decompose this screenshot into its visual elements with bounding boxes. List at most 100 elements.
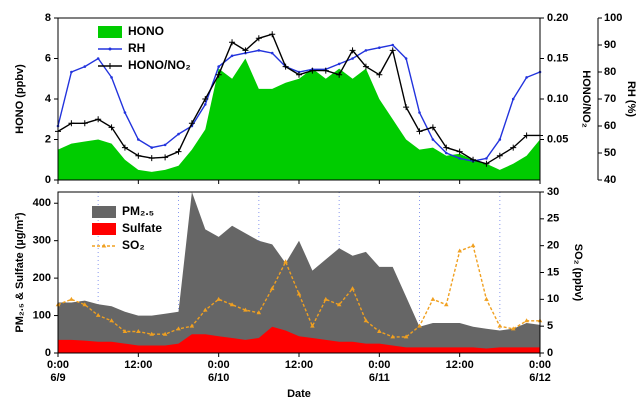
marker bbox=[525, 76, 528, 79]
y-axis-label: PM₂.₅ & Sulfate (µg/m³) bbox=[14, 212, 26, 332]
marker bbox=[163, 143, 167, 147]
legend-marker bbox=[107, 63, 113, 69]
marker bbox=[109, 318, 114, 323]
y2-tick-label: 0.15 bbox=[547, 52, 568, 64]
marker bbox=[242, 47, 249, 54]
marker bbox=[364, 49, 368, 52]
marker bbox=[162, 331, 168, 336]
date-label: 6/10 bbox=[208, 372, 229, 384]
marker bbox=[416, 128, 423, 135]
marker bbox=[470, 156, 477, 163]
marker bbox=[81, 120, 88, 127]
y-tick-label: 2 bbox=[45, 133, 51, 145]
y3-tick-label: 90 bbox=[604, 39, 616, 51]
marker bbox=[122, 329, 128, 334]
marker bbox=[350, 286, 355, 291]
y3-tick-label: 70 bbox=[604, 93, 616, 105]
x-tick-label: 0:00 bbox=[208, 359, 230, 371]
y-axis-label: HONO (ppbv) bbox=[14, 64, 26, 134]
y-tick-label: 6 bbox=[45, 52, 51, 64]
marker bbox=[177, 132, 180, 136]
marker bbox=[510, 326, 516, 331]
marker bbox=[216, 296, 221, 301]
y3-axis-label: RH (%) bbox=[625, 81, 637, 117]
marker bbox=[162, 154, 169, 161]
marker bbox=[483, 160, 490, 167]
marker bbox=[95, 116, 102, 123]
area bbox=[58, 192, 540, 353]
marker bbox=[110, 76, 113, 79]
marker bbox=[309, 67, 316, 74]
legend-swatch bbox=[92, 206, 116, 218]
marker bbox=[389, 47, 396, 54]
marker bbox=[283, 259, 288, 264]
marker bbox=[404, 57, 408, 60]
date-label: 6/11 bbox=[369, 372, 390, 384]
marker bbox=[95, 312, 101, 317]
marker bbox=[496, 152, 503, 159]
legend-label: HONO bbox=[128, 24, 164, 38]
y2-tick-label: 30 bbox=[547, 186, 559, 198]
marker bbox=[418, 111, 421, 114]
y2-tick-label: 10 bbox=[547, 293, 559, 305]
marker bbox=[310, 323, 315, 328]
marker bbox=[269, 286, 275, 291]
legend-label: Sulfate bbox=[122, 221, 162, 235]
marker bbox=[403, 104, 410, 111]
marker bbox=[429, 124, 436, 131]
y2-tick-label: 15 bbox=[547, 266, 559, 278]
marker bbox=[322, 67, 329, 74]
legend-label: RH bbox=[128, 41, 145, 55]
marker bbox=[69, 296, 74, 301]
x-tick-label: 12:00 bbox=[446, 359, 474, 371]
y2-tick-label: 20 bbox=[547, 240, 559, 252]
marker bbox=[175, 148, 182, 155]
legend-label: SO₂ bbox=[122, 238, 145, 252]
marker bbox=[136, 329, 141, 334]
marker bbox=[523, 132, 530, 139]
y-tick-label: 300 bbox=[33, 235, 51, 247]
marker bbox=[83, 65, 87, 68]
marker bbox=[68, 120, 75, 127]
marker bbox=[470, 243, 476, 248]
marker bbox=[149, 331, 155, 336]
marker bbox=[96, 57, 100, 60]
marker bbox=[123, 111, 127, 114]
marker bbox=[485, 157, 488, 160]
marker bbox=[391, 43, 395, 47]
legend-marker bbox=[108, 47, 112, 51]
marker bbox=[176, 326, 181, 331]
y2-tick-label: 5 bbox=[547, 320, 553, 332]
y3-tick-label: 100 bbox=[604, 12, 622, 24]
marker bbox=[255, 35, 262, 42]
marker bbox=[270, 51, 274, 55]
marker bbox=[189, 323, 195, 328]
marker bbox=[484, 296, 489, 301]
marker bbox=[108, 124, 115, 131]
marker bbox=[337, 62, 341, 66]
y3-tick-label: 50 bbox=[604, 147, 616, 159]
marker bbox=[390, 334, 396, 339]
marker bbox=[443, 144, 450, 151]
y-tick-label: 100 bbox=[33, 309, 51, 321]
marker bbox=[215, 71, 222, 78]
marker bbox=[150, 146, 154, 149]
y-tick-label: 200 bbox=[33, 272, 51, 284]
marker bbox=[229, 302, 235, 307]
marker bbox=[323, 296, 329, 301]
marker bbox=[511, 97, 515, 101]
marker bbox=[229, 39, 236, 46]
y3-tick-label: 80 bbox=[604, 66, 616, 78]
legend-marker bbox=[101, 243, 107, 248]
marker bbox=[497, 323, 503, 328]
marker bbox=[70, 70, 73, 74]
marker bbox=[351, 57, 354, 60]
marker bbox=[431, 138, 435, 141]
marker bbox=[217, 65, 220, 68]
marker bbox=[362, 63, 369, 70]
marker bbox=[296, 71, 302, 78]
x-axis-label: Date bbox=[287, 388, 311, 400]
legend-label: HONO/NO₂ bbox=[128, 58, 191, 72]
y-tick-label: 8 bbox=[45, 12, 51, 24]
